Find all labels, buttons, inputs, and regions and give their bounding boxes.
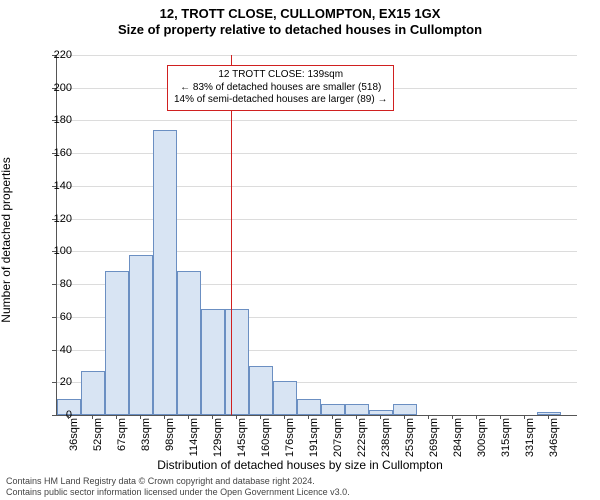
gridline xyxy=(57,219,577,220)
y-tick-label: 60 xyxy=(44,311,72,323)
x-tick-label: 253sqm xyxy=(404,418,416,464)
gridline xyxy=(57,55,577,56)
y-tick-label: 100 xyxy=(44,245,72,257)
histogram-bar xyxy=(297,399,321,415)
y-tick-label: 80 xyxy=(44,278,72,290)
x-tick-label: 207sqm xyxy=(332,418,344,464)
x-tick-label: 176sqm xyxy=(284,418,296,464)
histogram-bar xyxy=(537,412,561,415)
x-tick-label: 284sqm xyxy=(452,418,464,464)
x-tick-label: 83sqm xyxy=(140,418,152,464)
y-axis-label: Number of detached properties xyxy=(0,157,13,322)
attribution-footer: Contains HM Land Registry data © Crown c… xyxy=(6,476,594,498)
gridline xyxy=(57,186,577,187)
x-tick-label: 222sqm xyxy=(356,418,368,464)
histogram-bar xyxy=(249,366,273,415)
y-tick-label: 140 xyxy=(44,180,72,192)
histogram-bar xyxy=(105,271,129,415)
annotation-line3: 14% of semi-detached houses are larger (… xyxy=(174,94,387,107)
y-tick-label: 200 xyxy=(44,82,72,94)
y-tick-label: 220 xyxy=(44,49,72,61)
y-tick-label: 40 xyxy=(44,344,72,356)
histogram-bar xyxy=(369,410,393,415)
x-tick-label: 238sqm xyxy=(380,418,392,464)
annotation-box: 12 TROTT CLOSE: 139sqm ← 83% of detached… xyxy=(167,65,394,111)
x-tick-label: 98sqm xyxy=(164,418,176,464)
y-tick-label: 120 xyxy=(44,213,72,225)
x-tick-label: 346sqm xyxy=(548,418,560,464)
x-tick-label: 331sqm xyxy=(524,418,536,464)
y-tick-label: 20 xyxy=(44,376,72,388)
histogram-bar xyxy=(321,404,345,415)
x-tick-label: 269sqm xyxy=(428,418,440,464)
annotation-line1: 12 TROTT CLOSE: 139sqm xyxy=(174,69,387,82)
histogram-bar xyxy=(273,381,297,415)
footer-line1: Contains HM Land Registry data © Crown c… xyxy=(6,476,594,487)
histogram-bar xyxy=(345,404,369,415)
plot-area: 12 TROTT CLOSE: 139sqm ← 83% of detached… xyxy=(56,55,577,416)
y-tick-label: 160 xyxy=(44,147,72,159)
x-tick-label: 67sqm xyxy=(116,418,128,464)
x-tick-label: 52sqm xyxy=(92,418,104,464)
x-tick-label: 129sqm xyxy=(212,418,224,464)
histogram-bar xyxy=(129,255,153,415)
x-tick-label: 191sqm xyxy=(308,418,320,464)
gridline xyxy=(57,251,577,252)
histogram-bar xyxy=(225,309,249,415)
histogram-bar xyxy=(153,130,177,415)
histogram-bar xyxy=(177,271,201,415)
x-tick-label: 145sqm xyxy=(236,418,248,464)
histogram-bar xyxy=(81,371,105,415)
y-tick-label: 180 xyxy=(44,114,72,126)
histogram-bar xyxy=(393,404,417,415)
chart-title-line2: Size of property relative to detached ho… xyxy=(0,22,600,37)
x-tick-label: 300sqm xyxy=(476,418,488,464)
x-tick-label: 315sqm xyxy=(500,418,512,464)
annotation-line2: ← 83% of detached houses are smaller (51… xyxy=(174,82,387,95)
gridline xyxy=(57,120,577,121)
footer-line2: Contains public sector information licen… xyxy=(6,487,594,498)
chart-title-line1: 12, TROTT CLOSE, CULLOMPTON, EX15 1GX xyxy=(0,6,600,21)
x-tick-label: 36sqm xyxy=(68,418,80,464)
gridline xyxy=(57,153,577,154)
histogram-bar xyxy=(201,309,225,415)
x-tick-label: 114sqm xyxy=(188,418,200,464)
x-tick-label: 160sqm xyxy=(260,418,272,464)
